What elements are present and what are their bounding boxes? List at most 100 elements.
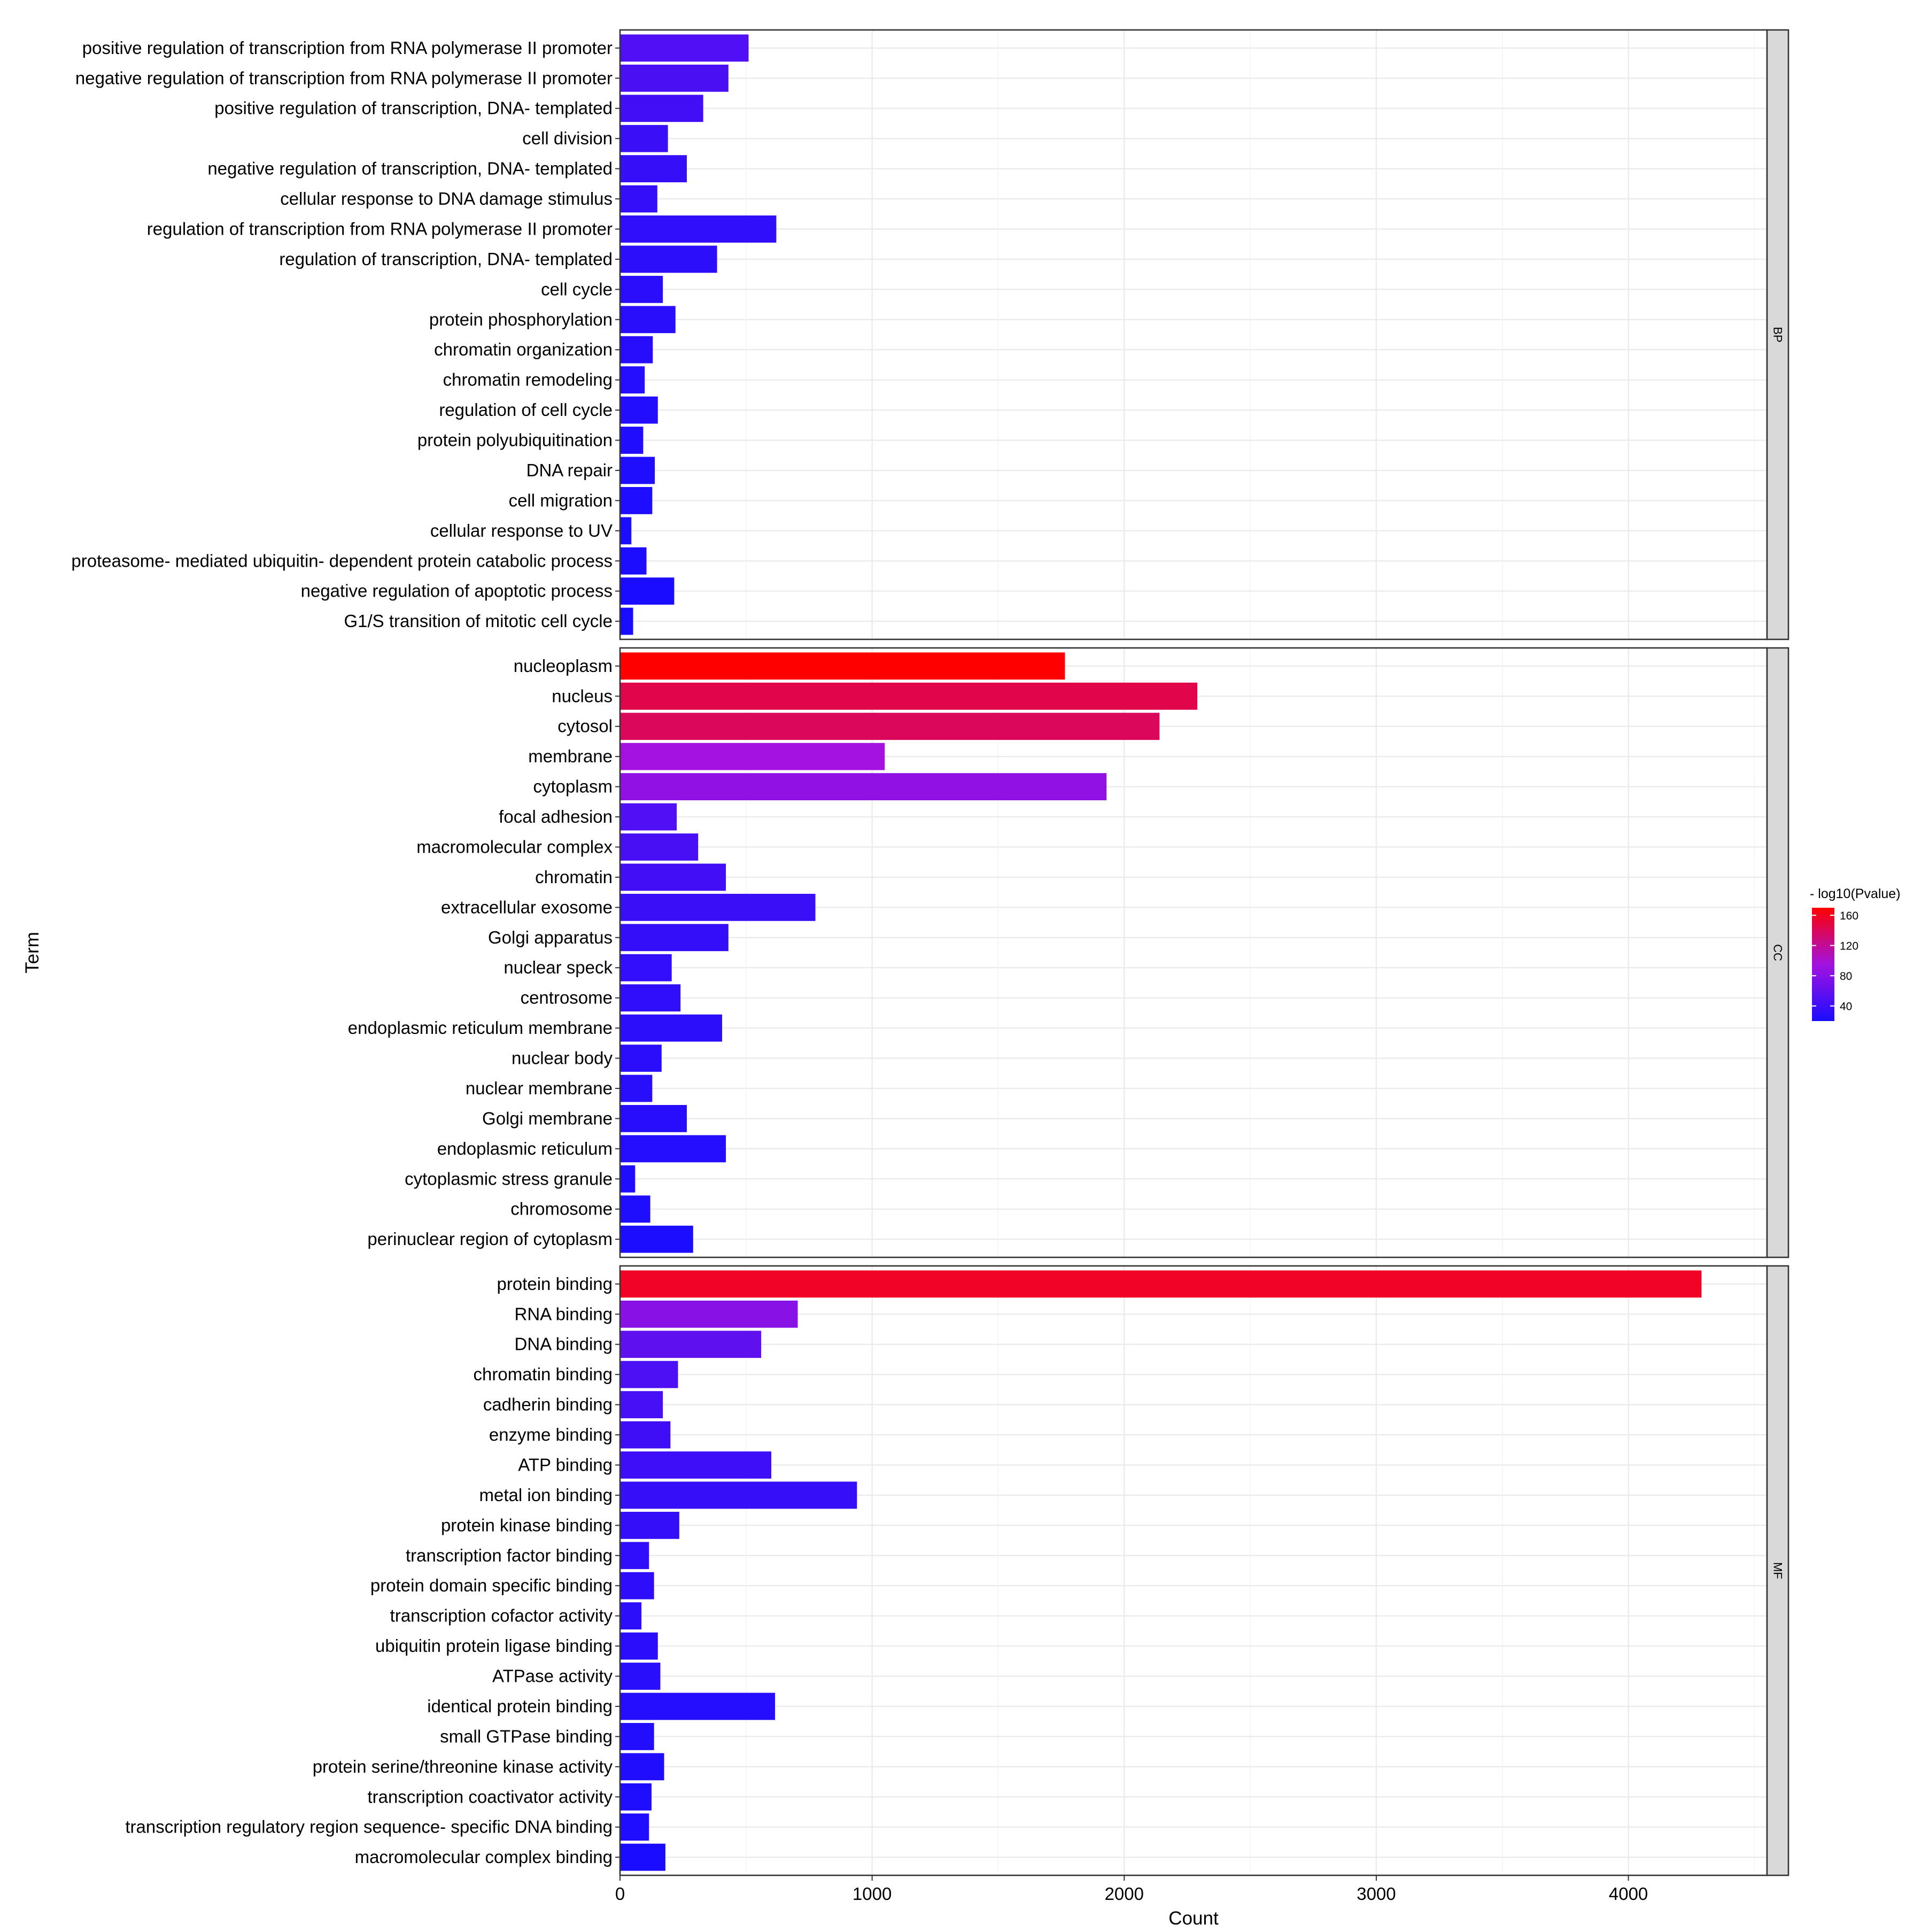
bar-bp-11: [620, 366, 645, 394]
bar-cc-15: [620, 1105, 687, 1132]
facet-strip-label: BP: [1771, 327, 1785, 342]
bar-bp-1: [620, 64, 729, 92]
panel-background: [620, 30, 1767, 639]
bar-bp-3: [620, 125, 668, 152]
term-label: protein binding: [497, 1274, 613, 1294]
facet-strip-label: MF: [1771, 1562, 1785, 1579]
term-label: RNA binding: [515, 1304, 613, 1324]
term-label: extracellular exosome: [441, 897, 613, 917]
legend-tick-label: 160: [1840, 910, 1858, 922]
bar-mf-11: [620, 1602, 642, 1630]
term-label: nucleoplasm: [514, 656, 613, 676]
bar-mf-16: [620, 1753, 664, 1781]
term-label: cell migration: [509, 490, 613, 510]
bar-cc-2: [620, 713, 1160, 740]
bar-mf-18: [620, 1813, 649, 1841]
term-label: endoplasmic reticulum membrane: [348, 1018, 613, 1038]
bar-mf-17: [620, 1783, 652, 1811]
term-label: positive regulation of transcription, DN…: [214, 98, 613, 118]
x-tick-label: 0: [615, 1884, 625, 1904]
bar-mf-0: [620, 1270, 1702, 1298]
term-label: protein serine/threonine kinase activity: [313, 1757, 613, 1776]
bar-bp-2: [620, 95, 703, 122]
bar-cc-14: [620, 1075, 653, 1102]
term-label: enzyme binding: [489, 1425, 613, 1444]
term-label: Golgi apparatus: [488, 928, 613, 947]
bar-mf-2: [620, 1331, 762, 1358]
legend-tick-label: 80: [1840, 970, 1852, 983]
bar-mf-15: [620, 1723, 654, 1750]
bar-bp-19: [620, 607, 633, 635]
legend-colorbar: [1812, 908, 1834, 1021]
term-label: identical protein binding: [427, 1696, 613, 1716]
bar-bp-14: [620, 457, 655, 484]
term-label: negative regulation of transcription, DN…: [207, 159, 613, 179]
term-label: chromatin: [535, 867, 613, 887]
term-label: cytoplasm: [533, 777, 613, 797]
color-legend: - log10(Pvalue) 40 80 120 160: [1810, 886, 1901, 1021]
term-label: cytosol: [557, 716, 613, 736]
term-label: cell cycle: [541, 279, 613, 299]
facet-panel-CC: nucleoplasm nucleus cytosol membrane cytopla…: [348, 647, 1789, 1258]
bar-mf-7: [620, 1481, 857, 1509]
term-label: protein polyubiquitination: [417, 430, 613, 450]
bar-bp-7: [620, 245, 717, 273]
term-label: membrane: [528, 746, 613, 766]
y-axis-title: Term: [22, 932, 43, 973]
term-label: ubiquitin protein ligase binding: [375, 1636, 613, 1656]
bar-mf-3: [620, 1361, 678, 1388]
x-axis-title: Count: [1168, 1908, 1219, 1929]
term-label: endoplasmic reticulum: [437, 1139, 613, 1158]
facet-strip: [1766, 29, 1789, 640]
x-tick-label: 4000: [1609, 1884, 1648, 1904]
term-label: DNA binding: [515, 1334, 613, 1354]
bar-cc-3: [620, 743, 885, 770]
bar-cc-9: [620, 924, 729, 952]
term-label: centrosome: [521, 988, 613, 1008]
bar-bp-0: [620, 34, 749, 62]
bar-bp-9: [620, 306, 676, 334]
term-label: small GTPase binding: [440, 1726, 613, 1746]
bar-mf-8: [620, 1511, 679, 1539]
x-tick-label: 1000: [853, 1884, 892, 1904]
facet-strip: [1766, 647, 1789, 1258]
term-label: nuclear speck: [503, 957, 613, 977]
facet-panels: positive regulation of transcription fro…: [71, 29, 1789, 1876]
bar-bp-8: [620, 275, 663, 303]
bar-cc-7: [620, 863, 726, 891]
term-label: Golgi membrane: [482, 1108, 613, 1128]
term-label: chromosome: [510, 1199, 613, 1219]
term-label: metal ion binding: [479, 1485, 613, 1505]
bar-cc-1: [620, 682, 1198, 710]
x-tick-label: 3000: [1357, 1884, 1396, 1904]
legend-tick-label: 120: [1840, 940, 1858, 953]
term-label: protein domain specific binding: [370, 1575, 613, 1595]
term-label: regulation of transcription from RNA pol…: [147, 219, 613, 238]
term-label: focal adhesion: [499, 807, 613, 826]
bar-mf-13: [620, 1663, 661, 1690]
facet-strip-label: CC: [1771, 944, 1785, 961]
bar-cc-12: [620, 1014, 723, 1042]
term-label: positive regulation of transcription fro…: [82, 38, 613, 58]
term-label: macromolecular complex: [416, 837, 613, 856]
term-label: DNA repair: [526, 460, 613, 480]
term-label: cellular response to UV: [430, 521, 613, 540]
bar-bp-5: [620, 185, 657, 213]
term-label: nuclear membrane: [466, 1078, 613, 1098]
bar-bp-13: [620, 427, 644, 454]
bar-bp-10: [620, 336, 653, 364]
bar-cc-8: [620, 893, 816, 921]
bar-bp-18: [620, 577, 675, 605]
term-label: chromatin remodeling: [443, 370, 613, 390]
bar-mf-4: [620, 1391, 663, 1418]
bar-cc-17: [620, 1165, 636, 1193]
term-label: perinuclear region of cytoplasm: [367, 1229, 613, 1249]
x-axis: 0 1000 2000 3000 4000: [615, 1875, 1648, 1904]
bar-mf-19: [620, 1843, 665, 1871]
facet-panel-BP: positive regulation of transcription fro…: [71, 29, 1789, 640]
term-label: ATP binding: [518, 1455, 613, 1474]
term-label: regulation of transcription, DNA- templa…: [279, 249, 613, 269]
bar-mf-5: [620, 1421, 671, 1449]
bar-cc-5: [620, 803, 677, 831]
